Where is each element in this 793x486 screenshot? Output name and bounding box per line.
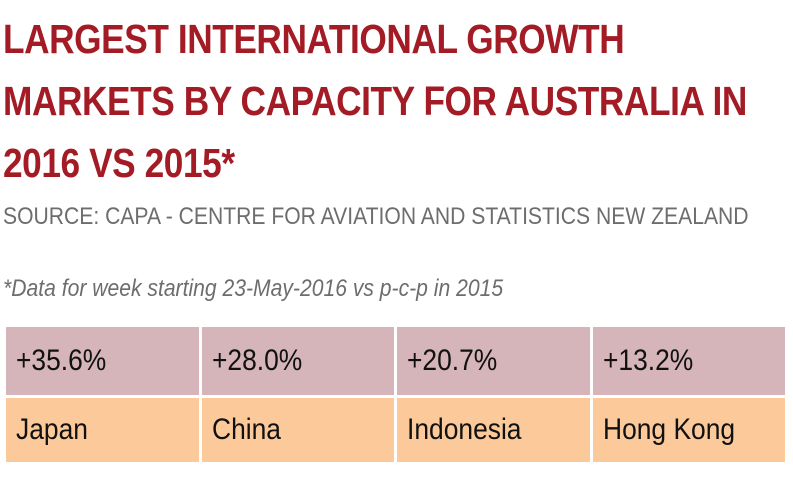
category-row: Japan China Indonesia Hong Kong: [3, 395, 788, 465]
category-label-china: China: [211, 413, 281, 446]
value-label-japan: +35.6%: [16, 344, 107, 377]
category-label-hong-kong: Hong Kong: [602, 413, 735, 446]
value-label-china: +28.0%: [211, 344, 302, 377]
category-label-japan: Japan: [16, 413, 88, 446]
value-cell-hong-kong: +13.2%: [589, 324, 788, 398]
value-label-indonesia: +20.7%: [407, 344, 498, 377]
value-cell-indonesia: +20.7%: [394, 324, 593, 398]
category-label-indonesia: Indonesia: [407, 413, 522, 446]
value-cell-japan: +35.6%: [3, 324, 202, 398]
footnote-text: *Data for week starting 23-May-2016 vs p…: [3, 275, 504, 302]
category-cell-hong-kong: Hong Kong: [589, 395, 788, 465]
category-cell-japan: Japan: [3, 395, 202, 465]
category-cell-indonesia: Indonesia: [394, 395, 593, 465]
source-text: SOURCE: CAPA - CENTRE FOR AVIATION AND S…: [3, 203, 749, 230]
value-row: +35.6% +28.0% +20.7% +13.2%: [3, 324, 788, 398]
value-cell-china: +28.0%: [198, 324, 397, 398]
category-cell-china: China: [198, 395, 397, 465]
value-label-hong-kong: +13.2%: [602, 344, 693, 377]
growth-table: +35.6% +28.0% +20.7% +13.2% Japan China …: [3, 324, 788, 465]
chart-title: LARGEST INTERNATIONAL GROWTH MARKETS BY …: [3, 16, 747, 186]
